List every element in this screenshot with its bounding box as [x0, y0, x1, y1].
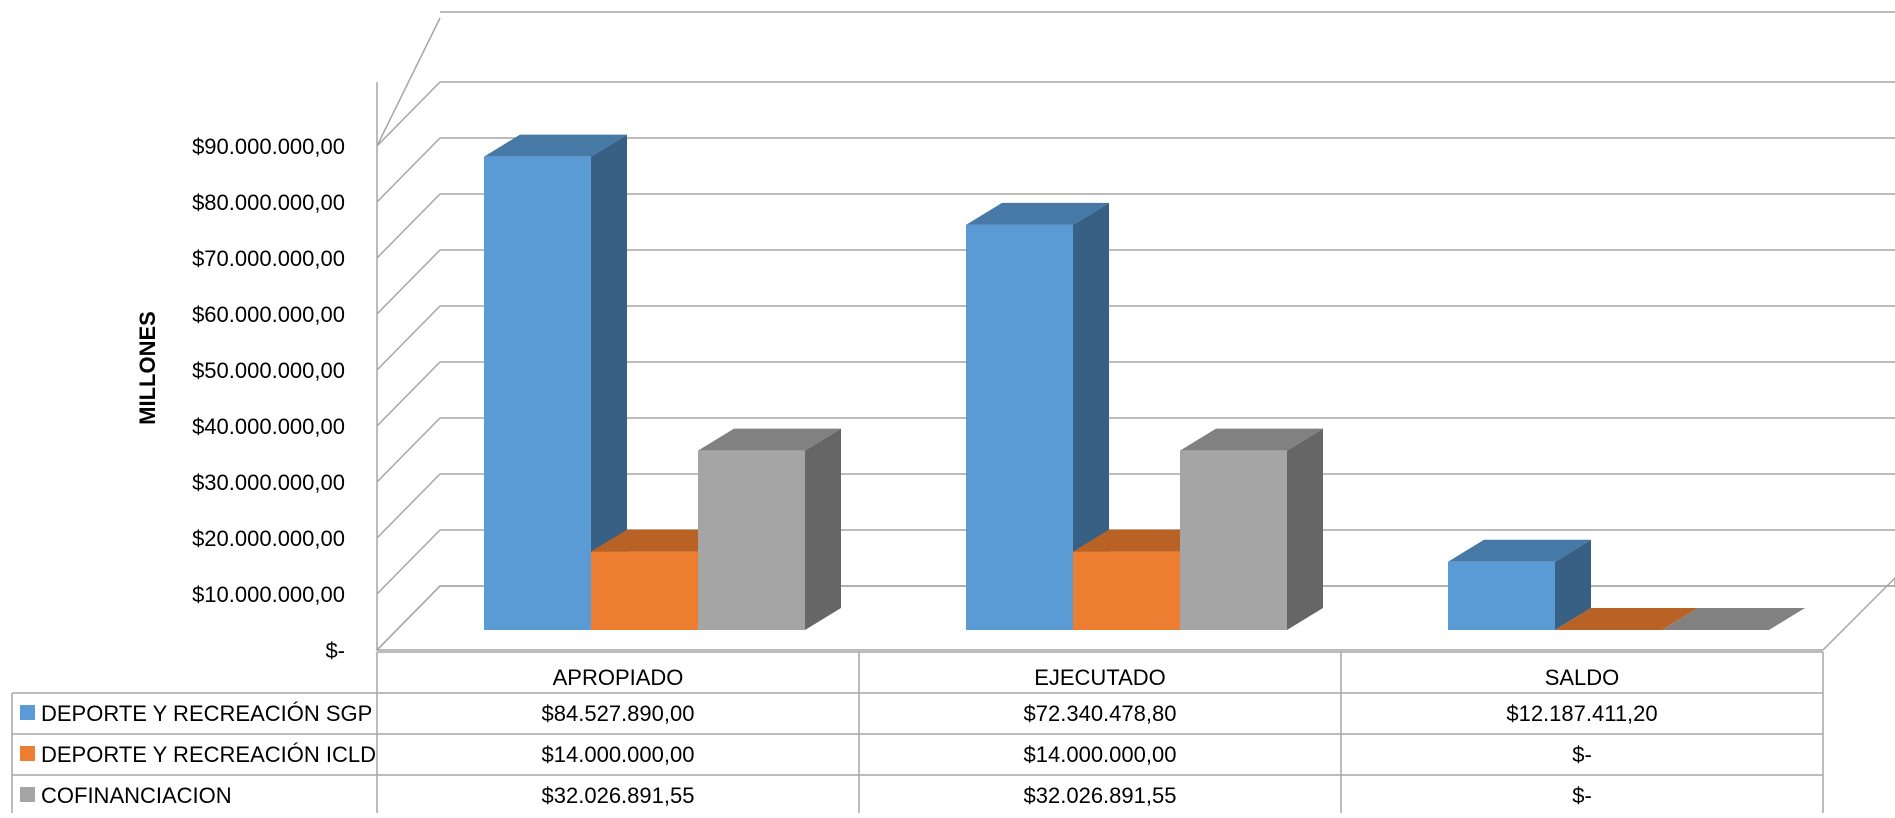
bars: [484, 134, 1805, 631]
data-label: $14.000.000,00: [1024, 742, 1177, 767]
gridline-side: [376, 137, 441, 203]
bar-side: [591, 134, 627, 631]
bar: [1073, 551, 1180, 630]
data-label: $72.340.478,80: [1024, 701, 1177, 726]
y-tick-label: $30.000.000,00: [192, 470, 345, 495]
category-label: SALDO: [1545, 665, 1620, 690]
bar: [591, 551, 698, 630]
y-tick-label: $-: [325, 638, 345, 663]
y-tick-label: $20.000.000,00: [192, 526, 345, 551]
bar-side: [805, 428, 841, 630]
gridline-side: [376, 249, 441, 315]
wall-top-edge: [376, 17, 441, 147]
bar-top: [698, 428, 841, 451]
gridline-side: [376, 81, 441, 147]
gridline-side: [376, 473, 441, 539]
bar-top: [1180, 428, 1323, 451]
data-table: APROPIADO EJECUTADO SALDO DEPORTE Y RECREAC…: [11, 651, 1824, 817]
y-tick-label: $10.000.000,00: [192, 582, 345, 607]
bar: [1448, 561, 1555, 630]
category-label: APROPIADO: [553, 665, 684, 690]
bar-top: [966, 202, 1109, 225]
gridline-side: [376, 361, 441, 427]
data-label: $-: [1572, 742, 1592, 767]
series-name: DEPORTE Y RECREACIÓN SGP: [41, 701, 372, 726]
gridline-side: [376, 417, 441, 483]
category-label: EJECUTADO: [1034, 665, 1166, 690]
series-name: DEPORTE Y RECREACIÓN ICLD: [41, 742, 376, 767]
y-tick-label: $60.000.000,00: [192, 302, 345, 327]
gridline-side: [376, 529, 441, 595]
bar-top: [1662, 608, 1805, 630]
data-label: $12.187.411,20: [1506, 701, 1657, 726]
y-tick-label: $50.000.000,00: [192, 358, 345, 383]
bar-top: [1555, 608, 1698, 630]
legend-key: [20, 787, 35, 802]
data-label: $84.527.890,00: [542, 701, 695, 726]
bar: [1180, 450, 1287, 630]
bar: [966, 224, 1073, 631]
legend-key: [20, 705, 35, 720]
legend-key: [20, 746, 35, 761]
y-tick-label: $80.000.000,00: [192, 190, 345, 215]
data-label: $14.000.000,00: [542, 742, 695, 767]
y-tick-label: $70.000.000,00: [192, 246, 345, 271]
series-name: COFINANCIACION: [41, 783, 232, 808]
y-axis-ticks: $- $10.000.000,00 $20.000.000,00 $30.000.00…: [192, 134, 345, 663]
bar-top: [484, 134, 627, 157]
bar-side: [1555, 539, 1591, 630]
gridline-side: [376, 305, 441, 371]
bar-side: [1073, 202, 1109, 631]
y-tick-label: $90.000.000,00: [192, 134, 345, 159]
bar-side: [1287, 428, 1323, 630]
y-tick-label: $40.000.000,00: [192, 414, 345, 439]
data-label: $-: [1572, 783, 1592, 808]
gridline-side: [376, 193, 441, 259]
data-label: $32.026.891,55: [1024, 783, 1177, 808]
bar: [484, 156, 591, 631]
data-label: $32.026.891,55: [542, 783, 695, 808]
gridline-side: [376, 585, 441, 651]
bar-top: [1448, 539, 1591, 562]
bar: [698, 450, 805, 630]
y-axis-label: MILLONES: [135, 311, 160, 425]
